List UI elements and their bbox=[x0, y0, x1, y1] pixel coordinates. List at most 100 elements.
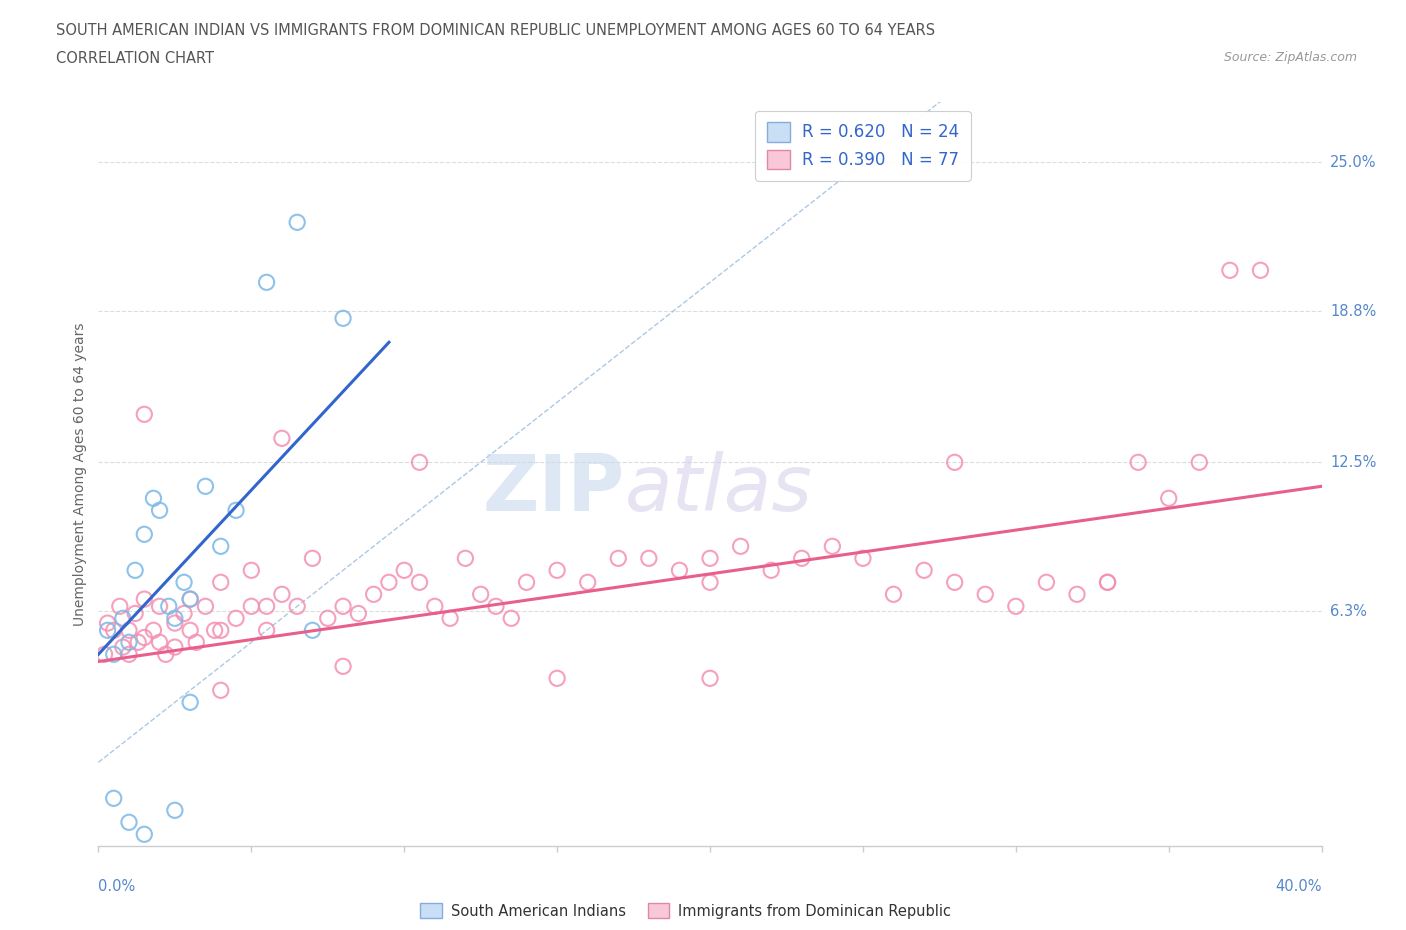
Point bbox=[316, 611, 339, 626]
Point bbox=[485, 599, 508, 614]
Point bbox=[761, 563, 783, 578]
Text: atlas: atlas bbox=[624, 451, 813, 527]
Point bbox=[270, 431, 294, 445]
Point bbox=[179, 591, 201, 606]
Point bbox=[790, 551, 813, 565]
Text: 18.8%: 18.8% bbox=[1330, 303, 1376, 319]
Point bbox=[408, 455, 430, 470]
Point bbox=[209, 575, 232, 590]
Point bbox=[285, 215, 308, 230]
Point bbox=[142, 491, 165, 506]
Point bbox=[637, 551, 661, 565]
Point bbox=[209, 623, 232, 638]
Point bbox=[240, 563, 263, 578]
Point bbox=[1128, 455, 1150, 470]
Point bbox=[501, 611, 523, 626]
Point bbox=[256, 275, 278, 290]
Point bbox=[1066, 587, 1088, 602]
Point bbox=[103, 647, 125, 662]
Point bbox=[179, 591, 201, 606]
Text: 25.0%: 25.0% bbox=[1330, 154, 1376, 170]
Point bbox=[134, 827, 156, 842]
Point bbox=[699, 575, 721, 590]
Point bbox=[163, 803, 186, 817]
Y-axis label: Unemployment Among Ages 60 to 64 years: Unemployment Among Ages 60 to 64 years bbox=[73, 323, 87, 626]
Point bbox=[301, 551, 323, 565]
Point bbox=[423, 599, 446, 614]
Point bbox=[124, 563, 146, 578]
Point bbox=[256, 623, 278, 638]
Point bbox=[103, 623, 125, 638]
Point bbox=[1035, 575, 1057, 590]
Point bbox=[1219, 263, 1241, 278]
Point bbox=[912, 563, 935, 578]
Point bbox=[142, 623, 165, 638]
Legend: South American Indians, Immigrants from Dominican Republic: South American Indians, Immigrants from … bbox=[415, 897, 957, 924]
Point bbox=[155, 647, 177, 662]
Point bbox=[607, 551, 630, 565]
Point bbox=[301, 623, 323, 638]
Text: ZIP: ZIP bbox=[482, 451, 624, 527]
Text: 12.5%: 12.5% bbox=[1330, 455, 1376, 470]
Point bbox=[516, 575, 538, 590]
Point bbox=[256, 599, 278, 614]
Point bbox=[194, 479, 217, 494]
Point bbox=[157, 599, 180, 614]
Point bbox=[1250, 263, 1272, 278]
Point bbox=[134, 406, 156, 421]
Text: 6.3%: 6.3% bbox=[1330, 604, 1367, 618]
Text: 0.0%: 0.0% bbox=[98, 879, 135, 894]
Point bbox=[118, 635, 141, 650]
Point bbox=[149, 599, 172, 614]
Point bbox=[179, 623, 201, 638]
Point bbox=[392, 563, 416, 578]
Point bbox=[1004, 599, 1026, 614]
Point bbox=[163, 640, 186, 655]
Point bbox=[408, 575, 430, 590]
Point bbox=[118, 623, 141, 638]
Point bbox=[225, 611, 247, 626]
Point bbox=[1097, 575, 1119, 590]
Point bbox=[285, 599, 308, 614]
Point bbox=[332, 311, 354, 325]
Point bbox=[134, 527, 156, 542]
Point bbox=[699, 551, 721, 565]
Point bbox=[149, 503, 172, 518]
Text: 40.0%: 40.0% bbox=[1275, 879, 1322, 894]
Point bbox=[134, 630, 156, 644]
Point bbox=[470, 587, 492, 602]
Text: SOUTH AMERICAN INDIAN VS IMMIGRANTS FROM DOMINICAN REPUBLIC UNEMPLOYMENT AMONG A: SOUTH AMERICAN INDIAN VS IMMIGRANTS FROM… bbox=[56, 23, 935, 38]
Point bbox=[1188, 455, 1211, 470]
Point bbox=[163, 611, 186, 626]
Point bbox=[111, 611, 134, 626]
Point bbox=[163, 616, 186, 631]
Point bbox=[194, 599, 217, 614]
Point bbox=[1097, 575, 1119, 590]
Text: CORRELATION CHART: CORRELATION CHART bbox=[56, 51, 214, 66]
Text: Source: ZipAtlas.com: Source: ZipAtlas.com bbox=[1223, 51, 1357, 64]
Point bbox=[173, 575, 195, 590]
Point bbox=[173, 606, 195, 621]
Point bbox=[149, 635, 172, 650]
Point bbox=[546, 563, 568, 578]
Point bbox=[439, 611, 461, 626]
Point bbox=[943, 455, 966, 470]
Point bbox=[668, 563, 690, 578]
Point bbox=[546, 671, 568, 685]
Point bbox=[209, 683, 232, 698]
Point bbox=[378, 575, 401, 590]
Point bbox=[943, 575, 966, 590]
Point bbox=[270, 587, 294, 602]
Point bbox=[363, 587, 385, 602]
Point bbox=[97, 623, 120, 638]
Point bbox=[204, 623, 226, 638]
Point bbox=[974, 587, 997, 602]
Point bbox=[332, 658, 354, 673]
Point bbox=[134, 591, 156, 606]
Point bbox=[821, 538, 844, 553]
Point bbox=[347, 606, 370, 621]
Point bbox=[97, 616, 120, 631]
Point bbox=[240, 599, 263, 614]
Point bbox=[118, 815, 141, 830]
Point bbox=[108, 599, 131, 614]
